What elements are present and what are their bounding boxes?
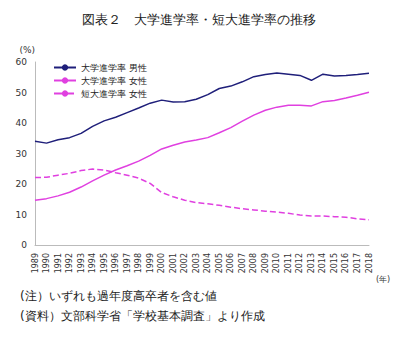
- svg-text:40: 40: [16, 118, 28, 128]
- svg-text:大学進学率 男性: 大学進学率 男性: [81, 63, 147, 73]
- svg-text:2002: 2002: [180, 253, 189, 273]
- svg-text:10: 10: [16, 210, 28, 220]
- svg-text:2001: 2001: [169, 253, 178, 273]
- svg-text:50: 50: [16, 88, 28, 98]
- svg-text:1996: 1996: [111, 253, 120, 273]
- svg-text:2013: 2013: [307, 253, 316, 273]
- svg-text:2000: 2000: [157, 253, 166, 273]
- svg-text:2017: 2017: [353, 253, 362, 273]
- svg-text:1998: 1998: [134, 253, 143, 273]
- svg-text:短大進学率 女性: 短大進学率 女性: [81, 89, 147, 99]
- svg-text:20: 20: [16, 179, 28, 189]
- svg-text:(注）いずれも過年度高卒者を含む値: (注）いずれも過年度高卒者を含む値: [20, 289, 217, 303]
- svg-text:1997: 1997: [123, 253, 132, 273]
- svg-text:大学進学率 女性: 大学進学率 女性: [81, 76, 147, 86]
- svg-text:2016: 2016: [341, 253, 350, 273]
- svg-text:2008: 2008: [249, 253, 258, 273]
- svg-text:(資料）文部科学省「学校基本調査」より作成: (資料）文部科学省「学校基本調査」より作成: [20, 309, 265, 323]
- svg-text:30: 30: [16, 149, 28, 159]
- svg-text:(年): (年): [376, 275, 390, 284]
- svg-text:1990: 1990: [42, 253, 51, 273]
- svg-text:2007: 2007: [238, 253, 247, 273]
- svg-text:2010: 2010: [272, 253, 281, 273]
- svg-text:2018: 2018: [365, 253, 374, 273]
- svg-text:60: 60: [16, 57, 28, 67]
- svg-text:2003: 2003: [192, 253, 201, 273]
- svg-text:(%): (%): [19, 45, 35, 55]
- svg-text:1992: 1992: [65, 253, 74, 273]
- svg-text:2005: 2005: [215, 253, 224, 273]
- svg-text:2004: 2004: [203, 253, 212, 273]
- svg-text:2011: 2011: [284, 253, 293, 273]
- svg-text:1993: 1993: [77, 253, 86, 273]
- svg-text:0: 0: [21, 240, 27, 250]
- svg-text:2012: 2012: [295, 253, 304, 273]
- svg-text:2014: 2014: [318, 253, 327, 273]
- svg-text:1989: 1989: [31, 253, 40, 273]
- svg-text:図表２ 大学進学率・短大進学率の推移: 図表２ 大学進学率・短大進学率の推移: [82, 12, 316, 27]
- svg-text:1991: 1991: [54, 253, 63, 273]
- svg-text:2006: 2006: [226, 253, 235, 273]
- svg-text:1995: 1995: [100, 253, 109, 273]
- svg-text:1994: 1994: [88, 253, 97, 273]
- svg-text:2009: 2009: [261, 253, 270, 273]
- svg-text:2015: 2015: [330, 253, 339, 273]
- svg-text:1999: 1999: [146, 253, 155, 273]
